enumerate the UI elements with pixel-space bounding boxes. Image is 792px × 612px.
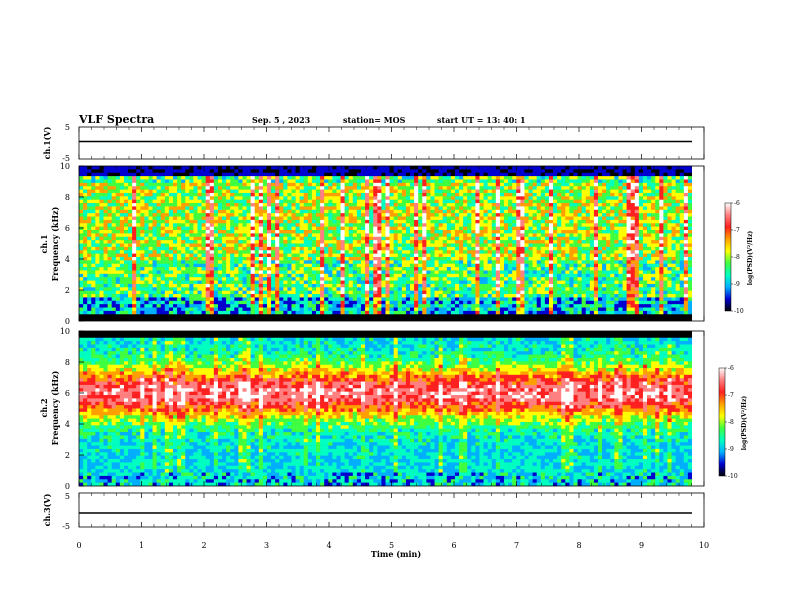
time-tick-label: 9 [639,541,644,550]
ch2-spectrogram-panel: 0 2 4 6 8 10 ch.2 Frequency (kHz) [39,327,705,491]
station-label: station= MOS [343,115,406,125]
ch1-freq-ticks: 0 2 4 6 8 10 [60,162,84,326]
colorbar-tick-label: -6 [728,365,734,372]
time-tick-label: 10 [699,541,709,550]
ch1-colorbar-scale [724,202,732,312]
time-tick-label: 1 [139,541,144,550]
colorbar-tick-label: -6 [734,200,740,207]
time-tick-label: 0 [76,541,81,550]
freq-tick-label: 0 [65,482,70,491]
ch3-ytick-bottom: -5 [62,522,70,531]
time-tick-label: 3 [264,541,269,550]
colorbar-tick-label: -7 [734,227,740,234]
freq-tick-label: 0 [65,317,70,326]
ch1-waveform-ylabel: ch.1(V) [42,126,52,159]
freq-tick-label: 6 [65,224,70,233]
colorbar-tick-label: -10 [734,308,744,315]
freq-tick-label: 8 [65,193,70,202]
ch1-ytick-bottom: -5 [62,154,70,163]
ch1-freq-ylabel: Frequency (kHz) [50,206,60,281]
start-time-label: start UT = 13: 40: 1 [437,115,526,125]
ch2-colorbar: -6 -7 -8 -9 -10 log(PSD)(V²/Hz) [718,365,748,480]
ch2-freq-ylabel: Frequency (kHz) [50,370,60,445]
time-tick-label: 7 [514,541,519,550]
ch2-freq-ticks: 0 2 4 6 8 10 [60,327,84,491]
date-label: Sep. 5 , 2023 [252,115,311,125]
freq-tick-label: 4 [65,255,70,264]
ch3-waveform-panel: 5 -5 ch.3(V) [42,492,705,531]
freq-tick-label: 2 [65,286,70,295]
ch3-waveform-ylabel: ch.3(V) [42,493,52,526]
time-tick-label: 4 [326,541,331,550]
ch1-ytick-top: 5 [65,123,70,132]
ch1-colorbar: -6 -7 -8 -9 -10 log(PSD)(V²/Hz) [724,200,754,315]
time-tick-label: 6 [451,541,456,550]
ch3-ytick-top: 5 [65,492,70,501]
colorbar-tick-label: -9 [728,446,734,453]
ch2-spectrogram-image [79,331,704,486]
time-axis-ticks: 0 1 2 3 4 5 6 7 8 9 10 [76,127,709,550]
freq-tick-label: 4 [65,420,70,429]
freq-tick-label: 2 [65,451,70,460]
time-axis-label: Time (min) [371,549,421,559]
colorbar-tick-label: -8 [734,254,740,261]
ch2-channel-label: ch.2 [39,398,49,417]
colorbar-tick-label: -8 [728,419,734,426]
ch2-colorbar-scale [718,367,726,477]
ch1-colorbar-label: log(PSD)(V²/Hz) [747,231,754,286]
figure-title: VLF Spectra [78,113,154,126]
ch1-spectrogram-panel: 0 2 4 6 8 10 ch.1 Frequency (kHz) [39,162,705,326]
ch3-waveform-frame [78,492,705,528]
time-tick-label: 2 [201,541,206,550]
colorbar-tick-label: -10 [728,473,738,480]
ch1-waveform-frame [78,126,705,160]
freq-tick-label: 10 [60,162,70,171]
freq-tick-label: 6 [65,389,70,398]
time-tick-label: 8 [576,541,581,550]
colorbar-tick-label: -9 [734,281,740,288]
freq-tick-label: 8 [65,358,70,367]
ch1-channel-label: ch.1 [39,234,49,253]
colorbar-tick-label: -7 [728,392,734,399]
ch1-spectrogram-image [79,166,704,321]
ch1-waveform-panel: 5 -5 ch.1(V) [42,123,705,163]
time-tick-label: 5 [389,541,394,550]
freq-tick-label: 10 [60,327,70,336]
ch2-colorbar-label: log(PSD)(V²/Hz) [741,396,748,451]
